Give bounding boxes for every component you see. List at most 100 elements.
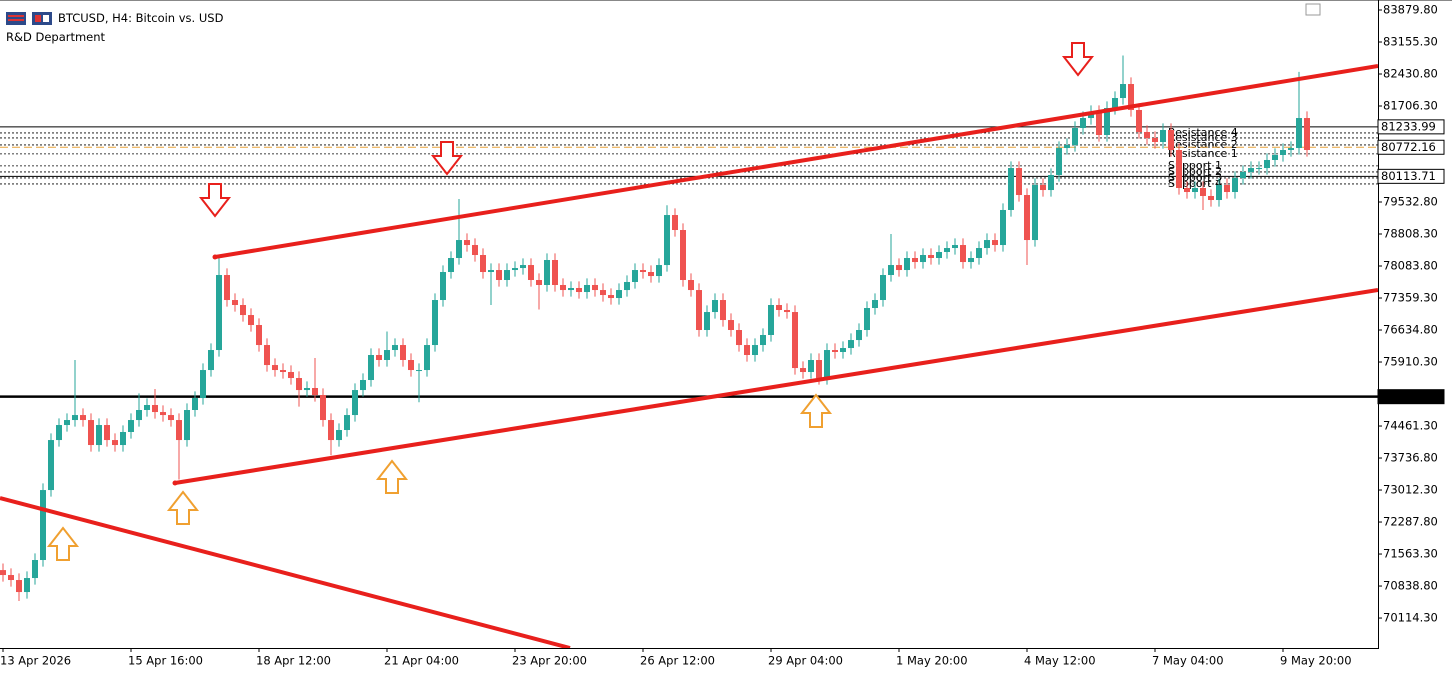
candle-body [208, 350, 214, 371]
candle-body [1232, 178, 1238, 193]
drawings [0, 64, 1378, 648]
candle-body [904, 258, 910, 271]
candle-body [896, 265, 902, 271]
candle-body [888, 265, 894, 276]
candle-body [928, 255, 934, 259]
candle-body [1224, 184, 1230, 193]
candle-body [480, 255, 486, 273]
candle-body [944, 248, 950, 252]
x-tick-label: 13 Apr 2026 [0, 654, 71, 668]
candle-body [112, 440, 118, 446]
x-tick-label: 15 Apr 16:00 [128, 654, 203, 668]
candle-body [760, 334, 766, 346]
candle-body [488, 270, 494, 273]
y-tick-label: 79532.80 [1383, 195, 1438, 209]
candle-body [1176, 150, 1182, 188]
x-tick-label: 1 May 20:00 [896, 654, 968, 668]
candle-body [376, 355, 382, 360]
candle-body [1192, 187, 1198, 193]
y-tick-label: 75910.30 [1383, 355, 1438, 369]
y-tick-label: 82430.80 [1383, 66, 1438, 80]
price-tag [1377, 119, 1445, 135]
x-tick-label: 23 Apr 20:00 [512, 654, 587, 668]
candle-body [800, 368, 806, 373]
candle-body [72, 415, 78, 421]
candle-body [0, 570, 6, 576]
candle-body [312, 388, 318, 396]
candle-body [832, 350, 838, 353]
candle-body [1200, 187, 1206, 196]
candle-body [176, 420, 182, 441]
candle-body [264, 345, 270, 366]
candle-body [856, 330, 862, 341]
candle-body [1304, 118, 1310, 151]
up-arrow [375, 459, 409, 494]
chart-title: BTCUSD, H4: Bitcoin vs. USD [58, 11, 224, 25]
candle-body [632, 270, 638, 282]
candle-body [288, 372, 294, 379]
candle-body [448, 258, 454, 273]
candle-body [952, 245, 958, 249]
symbol-icons [6, 12, 52, 25]
candle-body [504, 270, 510, 281]
up-arrow [799, 393, 833, 428]
candle-body [64, 420, 70, 426]
candle-body [752, 345, 758, 356]
candle-body [96, 425, 102, 446]
price-tag-label: 80113.71 [1381, 169, 1436, 183]
candle-body [408, 360, 414, 371]
candle-body [992, 240, 998, 246]
candle-body [768, 305, 774, 335]
candle-body [8, 575, 14, 581]
candle-body [1048, 175, 1054, 191]
candle-body [776, 305, 782, 310]
candle-body [1120, 84, 1126, 99]
candle-body [544, 259, 550, 285]
candle-body [24, 578, 30, 593]
y-tick-label: 70114.30 [1383, 611, 1438, 625]
candle-body [1160, 129, 1166, 143]
candle-body [128, 420, 134, 432]
candle-body [1032, 184, 1038, 241]
candle-body [144, 405, 150, 411]
candle-body [736, 330, 742, 346]
icon [8, 19, 24, 21]
icon [6, 12, 26, 25]
candle-body [1104, 108, 1110, 135]
candle-body [456, 240, 462, 259]
y-tick-label: 81706.30 [1383, 98, 1438, 112]
y-tick-label: 77359.30 [1383, 291, 1438, 305]
candle-body [1128, 84, 1134, 110]
candle-body [600, 290, 606, 296]
candle-body [256, 325, 262, 346]
candle-body [216, 275, 222, 351]
down-arrows [198, 42, 1095, 218]
x-tick-label: 18 Apr 12:00 [256, 654, 331, 668]
x-tick-label: 9 May 20:00 [1280, 654, 1352, 668]
candle-body [848, 340, 854, 349]
candle-body [696, 290, 702, 331]
down-arrow [1061, 42, 1095, 77]
candle-body [496, 270, 502, 281]
candle-body [872, 300, 878, 309]
candle-body [424, 345, 430, 371]
icon [35, 15, 41, 22]
candle-body [472, 245, 478, 256]
candle-body [592, 284, 598, 291]
price-tag [1377, 389, 1445, 405]
x-tick-label: 7 May 04:00 [1152, 654, 1224, 668]
candle-body [584, 284, 590, 293]
window-button[interactable] [1305, 3, 1321, 16]
candle-body [984, 240, 990, 249]
level-label: Resistance 2 [1168, 138, 1238, 151]
candle-body [32, 560, 38, 579]
candle-body [792, 312, 798, 369]
candle-body [560, 284, 566, 291]
candle-body [1184, 187, 1190, 193]
down-arrow [430, 141, 464, 176]
y-tick-label: 76634.80 [1383, 323, 1438, 337]
candle-body [88, 420, 94, 446]
candle-body [744, 345, 750, 356]
